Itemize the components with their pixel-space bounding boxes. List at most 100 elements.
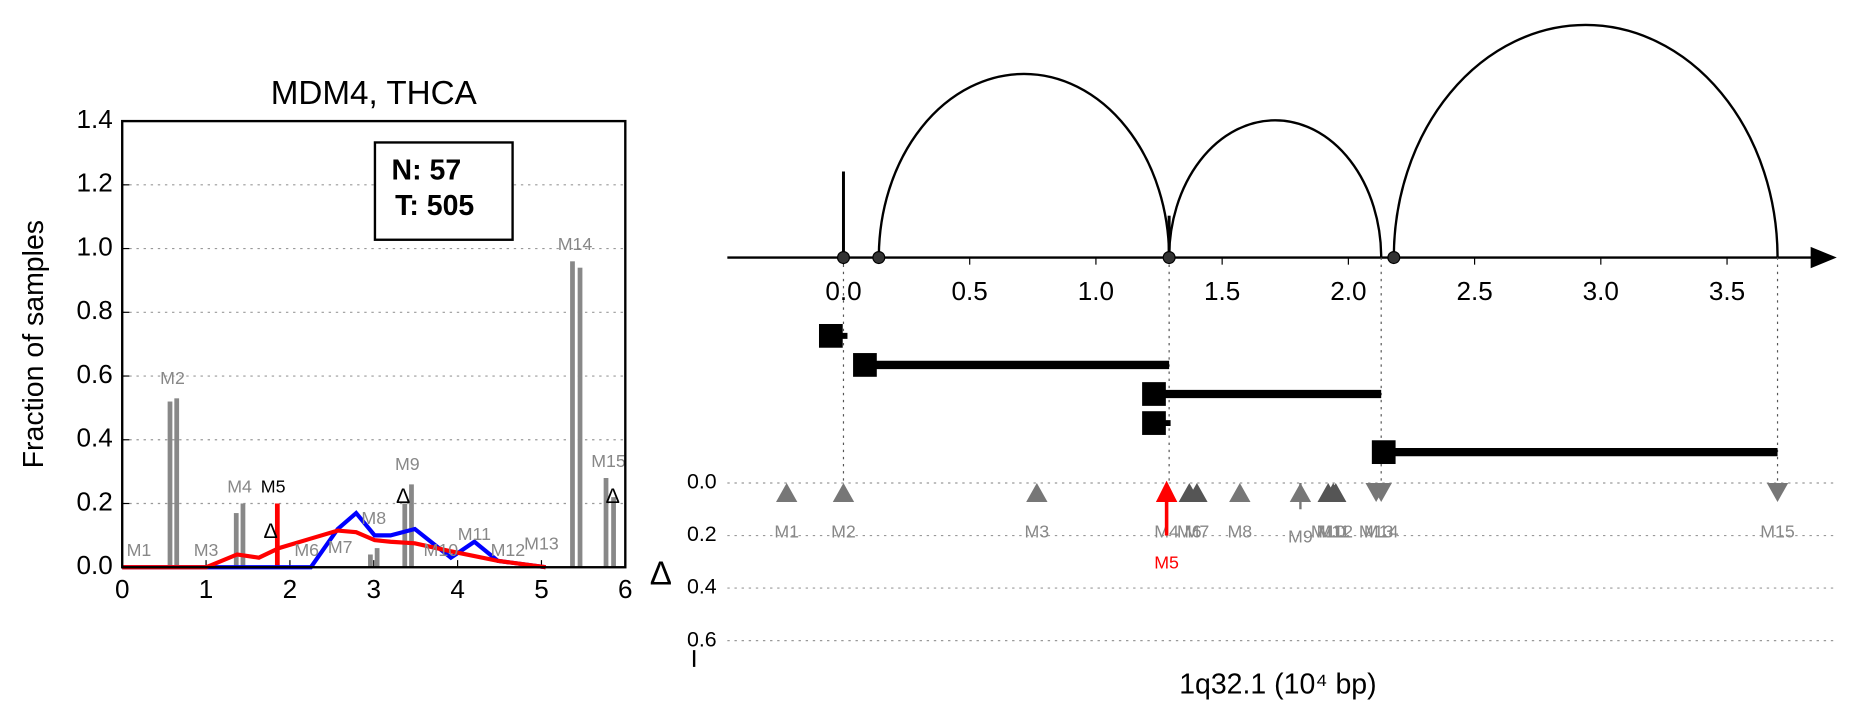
series-line bbox=[122, 528, 546, 570]
y-tick-label: 0.0 bbox=[76, 550, 112, 580]
delta-marker bbox=[1186, 482, 1208, 502]
x-tick-label: 3 bbox=[367, 574, 382, 604]
marker-label: M14 bbox=[1364, 522, 1399, 542]
arrow-head bbox=[1155, 480, 1178, 502]
chart-title: MDM4, THCA bbox=[271, 75, 478, 112]
node bbox=[1162, 251, 1176, 265]
bar bbox=[233, 513, 239, 568]
delta-marker bbox=[1766, 482, 1789, 502]
delta-mark: Δ bbox=[606, 484, 620, 508]
y-tick-label: 0.6 bbox=[687, 627, 717, 651]
marker-label: M5 bbox=[1154, 553, 1179, 573]
delta-marker bbox=[1370, 482, 1392, 502]
y-tick-label: 1.2 bbox=[76, 168, 112, 198]
marker-label: M6 bbox=[1177, 522, 1202, 542]
bar bbox=[174, 398, 180, 568]
x-tick-label: 2.5 bbox=[1456, 276, 1492, 306]
delta-marker bbox=[832, 482, 855, 502]
y-tick-label: 0.8 bbox=[76, 295, 112, 325]
plot-frame bbox=[121, 119, 627, 569]
x-tick-label: 2 bbox=[283, 574, 298, 604]
marker-label: M13 bbox=[1359, 522, 1394, 542]
y-tick-label: 0.0 bbox=[687, 470, 717, 494]
bar bbox=[409, 484, 414, 568]
marker-label: M6 bbox=[294, 540, 319, 560]
y-tick-label: 1.4 bbox=[76, 104, 112, 134]
marker-label: M13 bbox=[524, 534, 559, 554]
arc bbox=[877, 73, 1171, 258]
x-tick-label: 1 bbox=[199, 574, 214, 604]
delta-mark: Δ bbox=[263, 519, 277, 543]
y-tick-label: 0.2 bbox=[76, 486, 112, 516]
bar bbox=[274, 503, 280, 568]
y-tick-label: 1.0 bbox=[76, 231, 112, 261]
x-tick-label: 1.0 bbox=[1078, 276, 1114, 306]
x-tick-label: 2.0 bbox=[1330, 276, 1366, 306]
marker-label: M15 bbox=[591, 451, 626, 471]
bar bbox=[240, 503, 246, 568]
x-tick-label: 5 bbox=[534, 574, 549, 604]
delta-axis-label: Δ bbox=[650, 555, 672, 592]
marker-label: M15 bbox=[1760, 522, 1795, 542]
delta-marker bbox=[1325, 482, 1347, 502]
x-tick-label: 0 bbox=[115, 574, 130, 604]
x-tick-label: 0.5 bbox=[952, 276, 988, 306]
count-text: N: 57 bbox=[392, 155, 462, 187]
marker-label: M11 bbox=[458, 524, 491, 544]
x-axis-label: 1q32.1 (10⁴ bp) bbox=[1179, 668, 1376, 700]
delta-marker bbox=[1026, 482, 1048, 502]
delta-marker bbox=[1229, 482, 1251, 502]
marker-label: M3 bbox=[1024, 522, 1049, 542]
bar bbox=[570, 261, 575, 568]
marker-label: M9 bbox=[1288, 526, 1313, 546]
marker-label: M5 bbox=[261, 476, 286, 496]
marker-label: M12 bbox=[1318, 522, 1353, 542]
arc bbox=[1167, 119, 1383, 258]
marker-label: M8 bbox=[1227, 522, 1252, 542]
arc bbox=[1392, 23, 1779, 258]
marker-label: M10 bbox=[1311, 522, 1346, 542]
delta-mark: Δ bbox=[396, 484, 410, 508]
x-tick-label: 4 bbox=[450, 574, 465, 604]
marker-label: M1 bbox=[774, 522, 799, 542]
bar bbox=[577, 267, 583, 568]
marker-label: M12 bbox=[491, 540, 526, 560]
bar bbox=[167, 401, 173, 568]
x-tick-label: 1.5 bbox=[1204, 276, 1240, 306]
node bbox=[1387, 251, 1401, 265]
delta-marker bbox=[1289, 482, 1312, 502]
x-tick-label: 3.0 bbox=[1583, 276, 1619, 306]
node bbox=[872, 251, 886, 265]
y-tick-label: 0.4 bbox=[76, 423, 112, 453]
y-tick-label: 0.6 bbox=[76, 359, 112, 389]
marker-label: M11 bbox=[1317, 522, 1350, 542]
count-text: T: 505 bbox=[395, 190, 474, 222]
bar bbox=[402, 503, 408, 568]
x-tick-label: 6 bbox=[618, 574, 633, 604]
segment-start bbox=[1371, 440, 1396, 465]
count-box bbox=[373, 141, 514, 241]
marker-label: M7 bbox=[1185, 522, 1210, 542]
marker-label: M2 bbox=[160, 368, 185, 388]
marker-label: M7 bbox=[328, 537, 353, 557]
marker-label: M2 bbox=[831, 522, 856, 542]
bar bbox=[603, 478, 609, 568]
bar bbox=[611, 497, 616, 568]
y-axis-label: Fraction of samples bbox=[18, 220, 50, 468]
marker-label: M9 bbox=[395, 454, 420, 474]
marker-label: M8 bbox=[361, 508, 386, 528]
bar bbox=[374, 548, 380, 568]
marker-label: M1 bbox=[127, 540, 152, 560]
y-tick-label: 0.2 bbox=[687, 522, 717, 546]
y-tick-label: 0.4 bbox=[687, 575, 717, 599]
marker-label: M14 bbox=[558, 234, 593, 254]
marker-label: M3 bbox=[194, 540, 219, 560]
node bbox=[836, 251, 851, 265]
x-tick-label: 3.5 bbox=[1709, 276, 1745, 306]
marker-label: M4 bbox=[227, 476, 252, 496]
delta-marker bbox=[775, 482, 798, 502]
bar bbox=[368, 554, 373, 568]
marker-label: M10 bbox=[424, 540, 459, 560]
